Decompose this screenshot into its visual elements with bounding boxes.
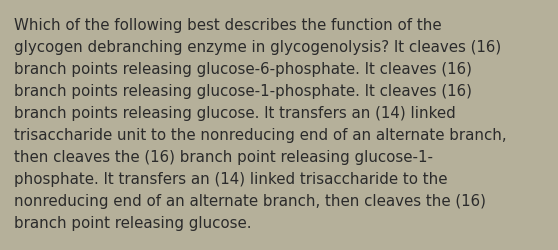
Text: phosphate. It transfers an (14) linked trisaccharide to the: phosphate. It transfers an (14) linked t… xyxy=(14,172,448,186)
Text: then cleaves the (16) branch point releasing glucose-1-: then cleaves the (16) branch point relea… xyxy=(14,150,433,164)
Text: branch points releasing glucose-1-phosphate. It cleaves (16): branch points releasing glucose-1-phosph… xyxy=(14,84,472,98)
Text: branch point releasing glucose.: branch point releasing glucose. xyxy=(14,216,252,230)
Text: branch points releasing glucose-6-phosphate. It cleaves (16): branch points releasing glucose-6-phosph… xyxy=(14,62,472,76)
Text: nonreducing end of an alternate branch, then cleaves the (16): nonreducing end of an alternate branch, … xyxy=(14,194,486,208)
Text: Which of the following best describes the function of the: Which of the following best describes th… xyxy=(14,18,441,32)
Text: glycogen debranching enzyme in glycogenolysis? It cleaves (16): glycogen debranching enzyme in glycogeno… xyxy=(14,40,501,54)
Text: branch points releasing glucose. It transfers an (14) linked: branch points releasing glucose. It tran… xyxy=(14,106,456,120)
Text: trisaccharide unit to the nonreducing end of an alternate branch,: trisaccharide unit to the nonreducing en… xyxy=(14,128,507,142)
